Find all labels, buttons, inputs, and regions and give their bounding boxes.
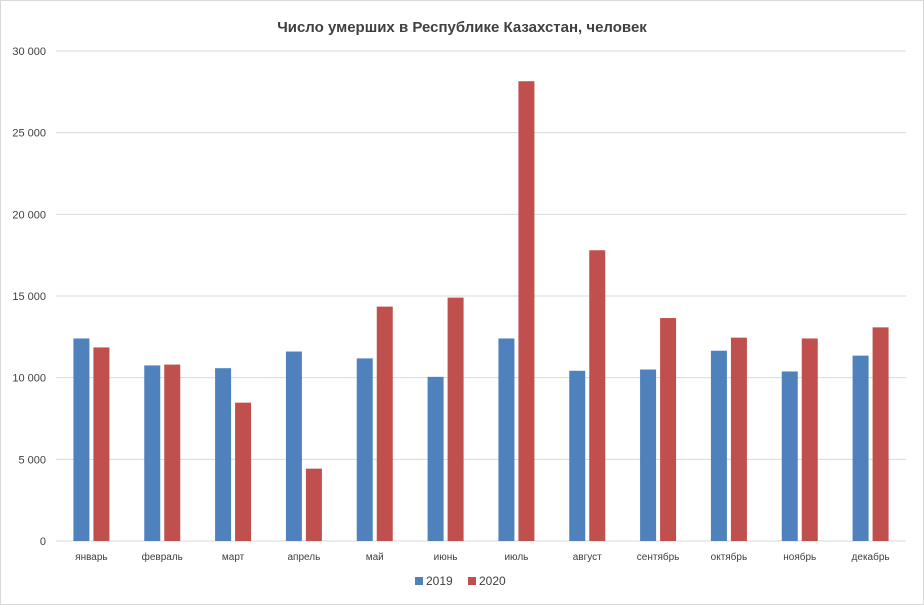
bar-2020-0 — [93, 347, 110, 541]
gridlines — [56, 50, 906, 542]
y-tick-label: 30 000 — [12, 46, 46, 58]
x-axis-labels: январь февраль март апрель май июнь июль август… — [75, 551, 889, 563]
legend-label: 2019 — [426, 574, 453, 588]
y-tick-label: 10 000 — [12, 373, 46, 385]
y-axis-ticks: 0 5 000 10 000 15 000 20 000 25 000 30 000 — [12, 46, 46, 548]
x-tick-label: март — [222, 552, 245, 563]
x-tick-label: январь — [75, 552, 107, 563]
bar-2019-4 — [356, 358, 373, 541]
bar-2019-1 — [144, 365, 161, 541]
x-tick-label: декабрь — [852, 551, 890, 563]
bar-2019-5 — [427, 376, 444, 541]
bar-2020-9 — [730, 337, 747, 541]
bar-2020-10 — [801, 338, 818, 541]
x-tick-label: август — [573, 552, 602, 563]
x-tick-label: июнь — [434, 552, 458, 563]
bar-2020-7 — [589, 250, 606, 541]
bar-2020-1 — [164, 364, 181, 541]
bar-2020-11 — [872, 327, 889, 541]
bar-2020-6 — [518, 81, 535, 541]
x-tick-label: июль — [504, 552, 528, 563]
bar-2019-8 — [640, 369, 657, 541]
bar-2019-7 — [569, 370, 586, 541]
legend-swatch-2019 — [415, 577, 423, 585]
bars — [73, 81, 889, 541]
x-tick-label: ноябрь — [783, 551, 816, 563]
bar-2020-8 — [660, 318, 677, 541]
bar-2019-3 — [285, 351, 302, 541]
legend-swatch-2020 — [468, 577, 476, 585]
bar-2020-3 — [305, 468, 322, 541]
x-tick-label: сентябрь — [637, 551, 680, 563]
y-tick-label: 0 — [40, 536, 46, 548]
bar-2020-5 — [447, 297, 464, 541]
bar-2019-2 — [215, 368, 232, 541]
legend: 2019 2020 — [415, 574, 506, 588]
legend-label: 2020 — [479, 574, 506, 588]
bar-2019-6 — [498, 338, 515, 541]
bar-2019-11 — [852, 355, 869, 541]
y-tick-label: 20 000 — [12, 209, 46, 221]
x-tick-label: февраль — [142, 551, 183, 563]
chart-title: Число умерших в Республике Казахстан, че… — [277, 19, 647, 36]
bar-2020-4 — [376, 306, 393, 541]
x-tick-label: октябрь — [711, 551, 748, 563]
bar-2019-10 — [781, 371, 798, 541]
x-tick-label: апрель — [288, 552, 321, 563]
bar-2019-0 — [73, 338, 90, 541]
y-tick-label: 25 000 — [12, 128, 46, 140]
y-tick-label: 15 000 — [12, 291, 46, 303]
x-tick-label: май — [366, 552, 384, 563]
bar-2019-9 — [710, 350, 727, 541]
bar-2020-2 — [235, 402, 252, 541]
y-tick-label: 5 000 — [18, 454, 46, 466]
